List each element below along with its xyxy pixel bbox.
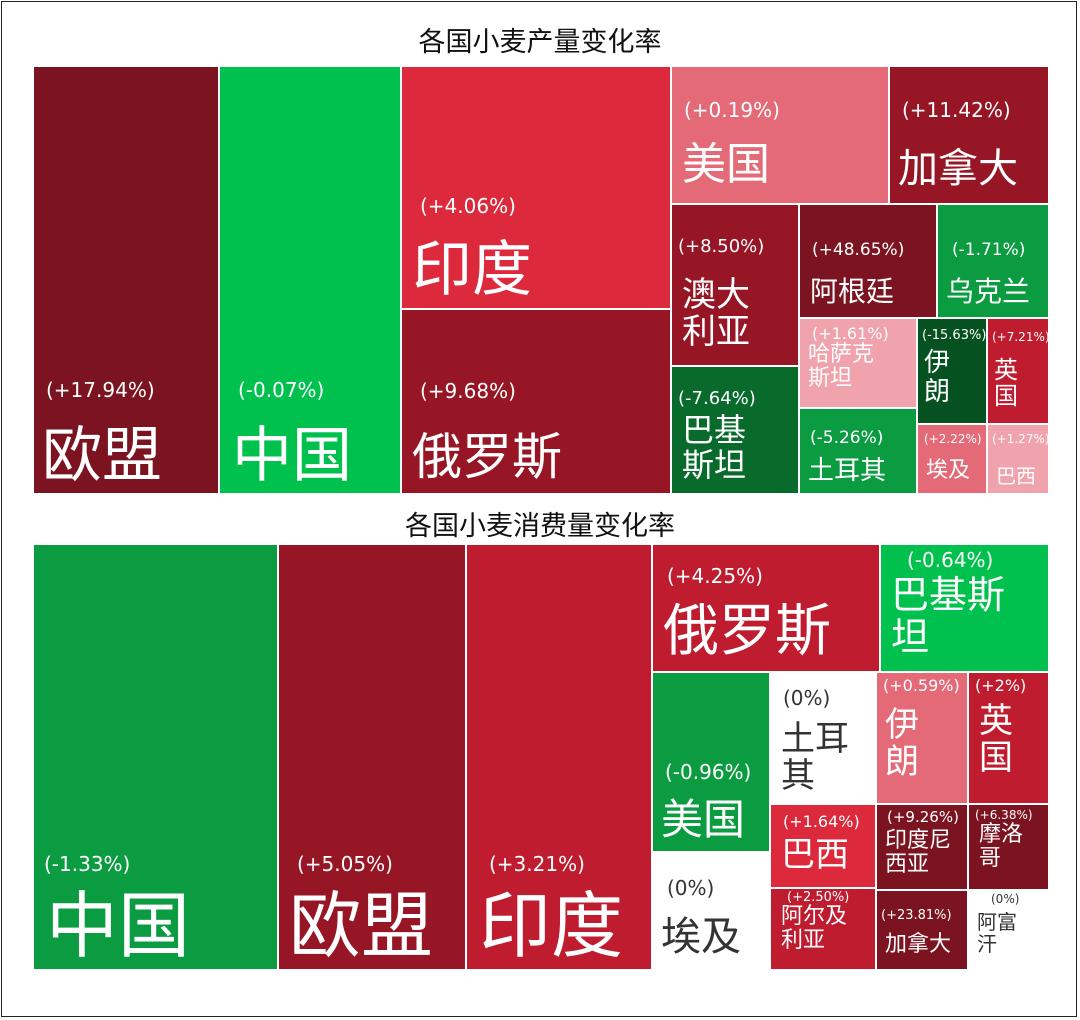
treemap-tile: (+8.50%) 澳大 利亚 [671, 204, 799, 366]
tile-data-label: (+1.27%) [992, 432, 1049, 446]
tile-data-label: (+17.94%) [46, 378, 155, 402]
treemap-tile: (+0.19%) 美国 [671, 66, 889, 204]
treemap-tile: (-1.71%) 乌克兰 [937, 204, 1049, 318]
tile-category-label: 阿尔及 利亚 [781, 904, 848, 954]
tile-category-label: 加拿大 [898, 146, 1018, 192]
tile-data-label: (+48.65%) [812, 240, 905, 260]
tile-category-label: 欧盟 [42, 421, 162, 491]
treemap-tile: (-0.07%) 中国 [219, 66, 401, 494]
tile-data-label: (0%) [991, 892, 1020, 906]
tile-data-label: (-15.63%) [922, 328, 987, 343]
tile-category-label: 埃及 [926, 458, 971, 483]
tile-data-label: (-0.64%) [907, 548, 994, 572]
treemap-tile: (+6.38%) 摩洛 哥 [968, 804, 1049, 890]
tile-category-label: 英 国 [994, 356, 1018, 411]
treemap-tile: (+0.59%) 伊 朗 [876, 672, 968, 804]
tile-category-label: 巴西 [996, 464, 1036, 488]
treemap-tile: (+2.22%) 埃及 [917, 424, 987, 494]
treemap-tile: (+5.05%) 欧盟 [278, 544, 466, 970]
treemap-tile: (+48.65%) 阿根廷 [799, 204, 937, 318]
tile-data-label: (-0.96%) [665, 760, 752, 784]
treemap-tile: (+3.21%) 印度 [466, 544, 652, 970]
tile-data-label: (+4.06%) [420, 194, 516, 218]
tile-data-label: (+5.05%) [297, 852, 393, 876]
tile-data-label: (+11.42%) [902, 98, 1011, 122]
treemap-tile: (-0.96%) 美国 [652, 672, 770, 852]
tile-category-label: 美国 [661, 795, 746, 844]
tile-category-label: 伊 朗 [885, 705, 919, 783]
tile-data-label: (+3.21%) [489, 852, 585, 876]
tile-data-label: (+2.50%) [787, 890, 850, 905]
tile-category-label: 土耳其 [808, 456, 887, 486]
tile-category-label: 美国 [682, 139, 770, 190]
treemap-tile: (+2.50%) 阿尔及 利亚 [770, 888, 876, 970]
treemap-tile: (+9.68%) 俄罗斯 [401, 309, 671, 494]
tile-data-label: (+9.68%) [420, 379, 516, 403]
tile-category-label: 巴西 [781, 835, 849, 875]
tile-data-label: (+6.38%) [975, 808, 1033, 822]
tile-data-label: (+4.25%) [667, 564, 763, 588]
tile-data-label: (+2%) [975, 676, 1027, 695]
treemap-tile: (+1.61%) 哈萨克 斯坦 [799, 318, 917, 408]
tile-category-label: 印度 [479, 884, 624, 968]
treemap-tile: (+9.26%) 印度尼 西亚 [876, 804, 968, 890]
tile-category-label: 埃及 [661, 914, 741, 960]
tile-data-label: (0%) [667, 876, 715, 900]
tile-category-label: 巴基 斯坦 [682, 411, 747, 485]
tile-category-label: 澳大 利亚 [682, 275, 750, 353]
tile-category-label: 英 国 [979, 701, 1013, 779]
treemap-tile: (+7.21%) 英 国 [987, 318, 1049, 424]
treemap-tile: (+2%) 英 国 [968, 672, 1049, 804]
tile-category-label: 摩洛 哥 [979, 822, 1024, 872]
tile-category-label: 巴基斯 坦 [891, 573, 1006, 659]
tile-category-label: 加拿大 [885, 932, 952, 957]
treemap-tile: (+4.25%) 俄罗斯 [652, 544, 880, 672]
tile-data-label: (-7.64%) [678, 388, 756, 409]
treemap-tile: (+17.94%) 欧盟 [33, 66, 219, 494]
treemap-tile: (+4.06%) 印度 [401, 66, 671, 309]
treemap-tile: (-0.64%) 巴基斯 坦 [880, 544, 1049, 672]
treemap-tile: (0%) 埃及 [652, 852, 770, 970]
consumption-chart-title: 各国小麦消费量变化率 [405, 511, 675, 542]
tile-category-label: 哈萨克 斯坦 [808, 342, 875, 392]
tile-data-label: (+8.50%) [678, 236, 765, 257]
tile-category-label: 欧盟 [289, 884, 434, 968]
tile-category-label: 阿富 汗 [977, 910, 1017, 956]
tile-category-label: 俄罗斯 [663, 599, 831, 664]
tile-data-label: (0%) [783, 686, 831, 710]
tile-data-label: (+7.21%) [992, 330, 1049, 344]
tile-category-label: 印度 [412, 235, 532, 305]
tile-data-label: (-5.26%) [810, 428, 884, 448]
production-chart-title: 各国小麦产量变化率 [418, 27, 662, 58]
tile-data-label: (+23.81%) [881, 908, 952, 923]
tile-data-label: (+0.19%) [684, 98, 780, 122]
tile-data-label: (+9.26%) [887, 808, 959, 826]
treemap-tile: (0%) 阿富 汗 [968, 890, 1049, 970]
treemap-tile: (-5.26%) 土耳其 [799, 408, 917, 494]
tile-category-label: 中国 [232, 421, 352, 491]
tile-data-label: (-1.71%) [952, 240, 1026, 260]
tile-category-label: 伊 朗 [924, 348, 951, 407]
treemap-tile: (+11.42%) 加拿大 [889, 66, 1049, 204]
treemap-tile: (-7.64%) 巴基 斯坦 [671, 366, 799, 494]
treemap-tile: (+1.64%) 巴西 [770, 804, 876, 888]
tile-category-label: 俄罗斯 [412, 428, 562, 486]
tile-data-label: (-0.07%) [238, 378, 325, 402]
tile-category-label: 印度尼 西亚 [885, 828, 952, 878]
treemap-tile: (-15.63%) 伊 朗 [917, 318, 987, 424]
treemap-tile: (0%) 土耳 其 [770, 672, 876, 804]
tile-category-label: 中国 [46, 884, 191, 968]
treemap-tile: (-1.33%) 中国 [33, 544, 278, 970]
tile-category-label: 乌克兰 [946, 275, 1031, 308]
tile-category-label: 土耳 其 [781, 719, 849, 797]
treemap-tile: (+23.81%) 加拿大 [876, 890, 968, 970]
tile-category-label: 阿根廷 [810, 275, 895, 308]
tile-data-label: (+1.64%) [783, 812, 860, 831]
tile-data-label: (+0.59%) [883, 676, 960, 695]
treemap-tile: (+1.27%) 巴西 [987, 424, 1049, 494]
tile-data-label: (+1.61%) [812, 324, 889, 343]
tile-data-label: (-1.33%) [44, 852, 131, 876]
tile-data-label: (+2.22%) [924, 432, 982, 446]
